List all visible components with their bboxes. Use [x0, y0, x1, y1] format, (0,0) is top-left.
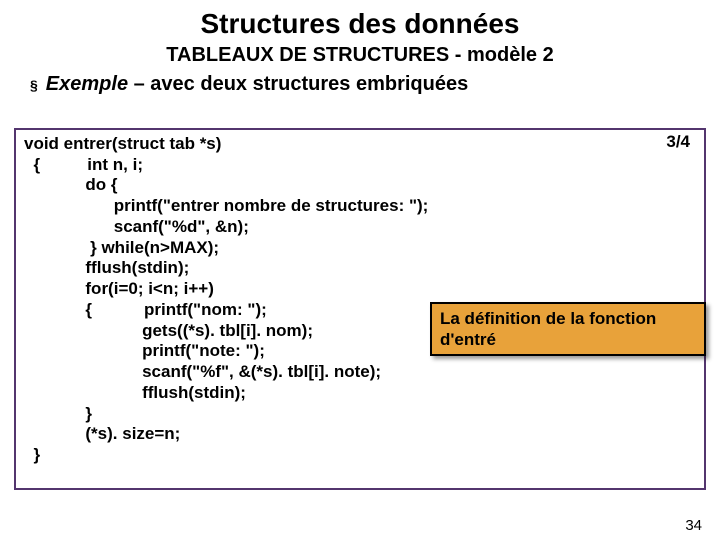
- code-block: void entrer(struct tab *s) { int n, i; d…: [16, 130, 704, 470]
- bullet-line: § Exemple – avec deux structures embriqué…: [30, 73, 720, 96]
- code-line: void entrer(struct tab *s): [24, 134, 221, 153]
- code-line: }: [24, 445, 40, 464]
- code-line: { int n, i;: [24, 155, 143, 174]
- code-line: fflush(stdin);: [24, 258, 189, 277]
- code-line: printf("note: ");: [24, 341, 265, 360]
- page-counter: 3/4: [666, 132, 690, 152]
- code-line: scanf("%f", &(*s). tbl[i]. note);: [24, 362, 381, 381]
- code-line: printf("entrer nombre de structures: ");: [24, 196, 428, 215]
- code-line: for(i=0; i<n; i++): [24, 279, 214, 298]
- bullet-exemple: Exemple: [46, 73, 128, 95]
- code-line: fflush(stdin);: [24, 383, 246, 402]
- page-title: Structures des données: [0, 0, 720, 44]
- code-line: scanf("%d", &n);: [24, 217, 249, 236]
- code-line: } while(n>MAX);: [24, 238, 219, 257]
- code-line: }: [24, 404, 92, 423]
- bullet-marker: §: [30, 77, 38, 93]
- slide-number: 34: [685, 517, 702, 534]
- callout-line2: d'entré: [440, 329, 696, 350]
- code-line: gets((*s). tbl[i]. nom);: [24, 321, 313, 340]
- code-line: do {: [24, 175, 118, 194]
- code-line: (*s). size=n;: [24, 424, 180, 443]
- page-subtitle: TABLEAUX DE STRUCTURES - modèle 2: [0, 44, 720, 73]
- bullet-rest: – avec deux structures embriquées: [128, 73, 468, 95]
- callout-line1: La définition de la fonction: [440, 308, 696, 329]
- code-line: { printf("nom: ");: [24, 300, 267, 319]
- slide: Structures des données TABLEAUX DE STRUC…: [0, 0, 720, 540]
- code-box: 3/4 void entrer(struct tab *s) { int n, …: [14, 128, 706, 490]
- callout-box: La définition de la fonction d'entré: [430, 302, 706, 356]
